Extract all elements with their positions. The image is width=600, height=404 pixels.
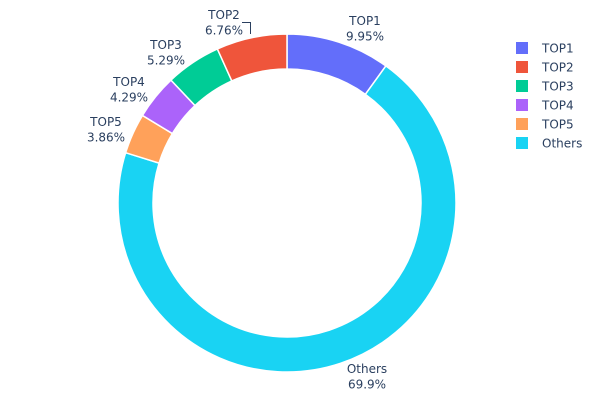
legend-label: TOP1: [541, 42, 574, 56]
slice-top2[interactable]: [216, 33, 288, 82]
slice-label-name-top1: TOP1: [348, 14, 381, 28]
legend-label: TOP2: [541, 61, 574, 75]
legend-label: TOP5: [541, 118, 574, 132]
legend-item-top4[interactable]: TOP4: [516, 99, 574, 113]
slices: [117, 33, 457, 373]
slice-label-name-others: Others: [347, 362, 387, 376]
legend-swatch: [516, 99, 528, 111]
legend-swatch: [516, 80, 528, 92]
legend-swatch: [516, 137, 528, 149]
legend-swatch: [516, 118, 528, 130]
legend-item-top1[interactable]: TOP1: [516, 42, 574, 56]
slice-label-value-top4: 4.29%: [110, 91, 148, 105]
legend-item-top3[interactable]: TOP3: [516, 80, 574, 94]
slice-label-value-others: 69.9%: [348, 378, 386, 392]
slice-label-name-top5: TOP5: [89, 115, 122, 129]
slice-label-name-top2: TOP2: [207, 8, 240, 22]
slice-label-value-top3: 5.29%: [147, 54, 185, 68]
legend-item-top2[interactable]: TOP2: [516, 61, 574, 75]
slice-labels: TOP1 9.95% TOP2 6.76% TOP3 5.29%TOP4 4.29% TOP5…: [87, 8, 387, 392]
slice-others[interactable]: [117, 64, 457, 373]
slice-label-value-top1: 9.95%: [346, 30, 384, 44]
slice-label-value-top5: 3.86%: [87, 131, 125, 145]
legend-swatch: [516, 61, 528, 73]
legend-label: TOP3: [541, 80, 574, 94]
legend-swatch: [516, 42, 528, 54]
legend-item-top5[interactable]: TOP5: [516, 118, 574, 132]
slice-label-name-top4: TOP4: [112, 75, 145, 89]
legend-label: TOP4: [541, 99, 574, 113]
slice-label-name-top3: TOP3: [149, 38, 182, 52]
legend-item-others[interactable]: Others: [516, 137, 582, 151]
top2-leader-line: [242, 22, 251, 34]
legend: TOP1 TOP2 TOP3 TOP4 TOP5 Others: [516, 42, 582, 151]
slice-label-value-top2: 6.76%: [205, 24, 243, 38]
legend-label: Others: [542, 137, 582, 151]
